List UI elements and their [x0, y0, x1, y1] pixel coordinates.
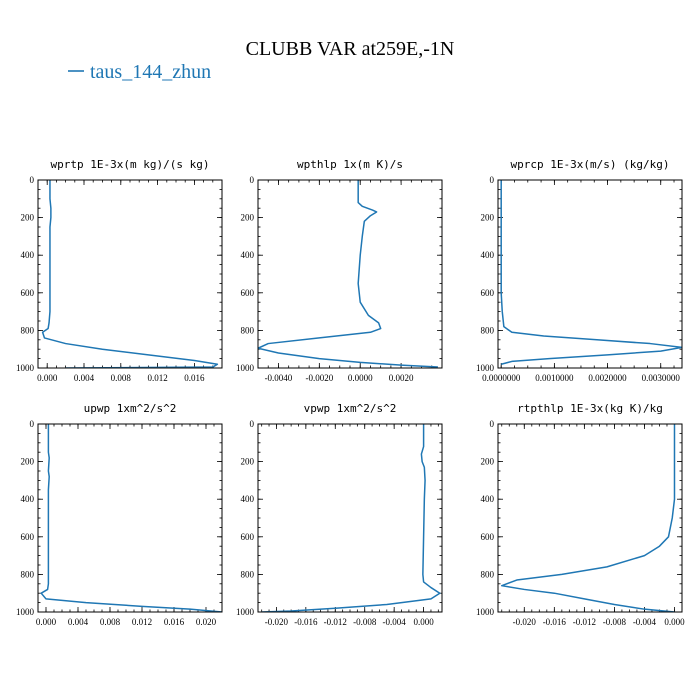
- subplot-2: wpthlp 1x(m K)/s -0.0040 -0.0020 0.0000 0.00…: [236, 158, 443, 383]
- y-tick-label: 800: [241, 569, 255, 579]
- y-tick-label: 600: [21, 288, 35, 298]
- x-tick-label: 0.0010000: [535, 373, 574, 383]
- x-tick-label: -0.008: [353, 617, 377, 627]
- series-line-1: [501, 424, 676, 612]
- x-tick-label: 0.0020000: [588, 373, 627, 383]
- y-tick-label: 200: [481, 457, 495, 467]
- subplot-5: vpwp 1xm^2/s^2 -0.020 -0.016 -0.012 -0.008 -0…: [236, 402, 443, 627]
- y-tick-label: 200: [21, 213, 35, 223]
- x-tick-label: -0.016: [294, 617, 318, 627]
- x-tick-label: 0.016: [164, 617, 185, 627]
- y-tick-label: 200: [241, 457, 255, 467]
- series-line-1: [40, 424, 222, 612]
- x-tick-label: 0.020: [196, 617, 217, 627]
- x-tick-label: -0.012: [324, 617, 347, 627]
- y-tick-label: 600: [481, 532, 495, 542]
- y-tick-label: 800: [21, 325, 35, 335]
- x-tick-label: 0.008: [111, 373, 132, 383]
- series-line-1: [500, 180, 682, 365]
- y-tick-label: 0: [250, 175, 255, 185]
- subplot-1: wprtp 1E-3x(m kg)/(s kg) 0.000 0.004 0.008 0…: [16, 158, 223, 383]
- subplot-6: rtpthlp 1E-3x(kg K)/kg -0.020 -0.016 -0.012…: [476, 402, 685, 627]
- x-tick-label: -0.020: [265, 617, 289, 627]
- y-tick-label: 600: [21, 532, 35, 542]
- x-tick-label: 0.000: [664, 617, 685, 627]
- y-tick-label: 600: [241, 288, 255, 298]
- x-tick-label: 0.012: [132, 617, 152, 627]
- figure-title: CLUBB VAR at259E,-1N: [246, 38, 455, 60]
- y-tick-label: 0: [30, 175, 35, 185]
- x-tick-label: -0.008: [603, 617, 627, 627]
- x-tick-label: -0.0020: [305, 373, 333, 383]
- y-tick-label: 400: [481, 250, 495, 260]
- y-tick-label: 0: [30, 419, 35, 429]
- subplot-6-title: rtpthlp 1E-3x(kg K)/kg: [517, 402, 663, 415]
- subplot-frame: [257, 423, 443, 613]
- y-tick-label: 400: [481, 494, 495, 504]
- x-tick-label: -0.020: [513, 617, 537, 627]
- x-tick-label: 0.000: [36, 617, 57, 627]
- y-tick-label: 200: [21, 457, 35, 467]
- series-line-1: [41, 180, 219, 368]
- subplot-5-title: vpwp 1xm^2/s^2: [304, 402, 397, 415]
- subplot-grid: wprtp 1E-3x(m kg)/(s kg) 0.000 0.004 0.008 0…: [16, 158, 685, 627]
- subplot-1-title: wprtp 1E-3x(m kg)/(s kg): [51, 158, 210, 171]
- y-tick-label: 400: [241, 494, 255, 504]
- subplot-frame: [37, 179, 223, 369]
- subplot-3-title: wprcp 1E-3x(m/s) (kg/kg): [511, 158, 670, 171]
- x-tick-label: 0.012: [147, 373, 167, 383]
- x-tick-label: 0.0000: [348, 373, 373, 383]
- x-tick-label: -0.012: [573, 617, 596, 627]
- x-tick-label: 0.000: [37, 373, 58, 383]
- subplot-4-title: upwp 1xm^2/s^2: [84, 402, 177, 415]
- x-tick-label: 0.016: [184, 373, 205, 383]
- legend-label: taus_144_zhun: [90, 61, 211, 83]
- x-tick-label: 0.0020: [389, 373, 414, 383]
- y-tick-label: 1000: [476, 607, 495, 617]
- x-tick-label: 0.000: [413, 617, 434, 627]
- subplot-frame: [497, 423, 683, 613]
- x-tick-label: 0.008: [100, 617, 121, 627]
- y-tick-label: 400: [21, 494, 35, 504]
- x-tick-label: 0.0000000: [482, 373, 521, 383]
- y-tick-label: 1000: [16, 607, 35, 617]
- y-tick-label: 800: [21, 569, 35, 579]
- y-tick-label: 600: [481, 288, 495, 298]
- y-tick-label: 1000: [16, 363, 35, 373]
- x-tick-label: 0.0030000: [642, 373, 681, 383]
- y-tick-label: 800: [481, 569, 495, 579]
- y-tick-label: 200: [481, 213, 495, 223]
- y-tick-label: 1000: [236, 363, 255, 373]
- y-tick-label: 200: [241, 213, 255, 223]
- y-tick-label: 400: [241, 250, 255, 260]
- y-tick-label: 800: [241, 325, 255, 335]
- subplot-3: wprcp 1E-3x(m/s) (kg/kg) 0.0000000 0.00100…: [476, 158, 683, 383]
- y-tick-label: 400: [21, 250, 35, 260]
- x-tick-label: 0.004: [74, 373, 95, 383]
- x-tick-label: -0.004: [383, 617, 407, 627]
- series-line-1: [261, 424, 441, 612]
- subplot-frame: [37, 423, 223, 613]
- subplot-2-title: wpthlp 1x(m K)/s: [297, 158, 403, 171]
- y-tick-label: 0: [250, 419, 255, 429]
- subplot-frame: [257, 179, 443, 369]
- subplot-frame: [497, 179, 683, 369]
- series-line-1: [258, 180, 438, 368]
- subplot-4: upwp 1xm^2/s^2 0.000 0.004 0.008 0.012 0.016 0…: [16, 402, 223, 627]
- x-tick-label: -0.0040: [265, 373, 293, 383]
- x-tick-label: -0.016: [543, 617, 567, 627]
- x-tick-label: -0.004: [633, 617, 657, 627]
- y-tick-label: 1000: [236, 607, 255, 617]
- y-tick-label: 1000: [476, 363, 495, 373]
- y-tick-label: 0: [490, 419, 495, 429]
- x-tick-label: 0.004: [68, 617, 89, 627]
- y-tick-label: 800: [481, 325, 495, 335]
- y-tick-label: 0: [490, 175, 495, 185]
- y-tick-label: 600: [241, 532, 255, 542]
